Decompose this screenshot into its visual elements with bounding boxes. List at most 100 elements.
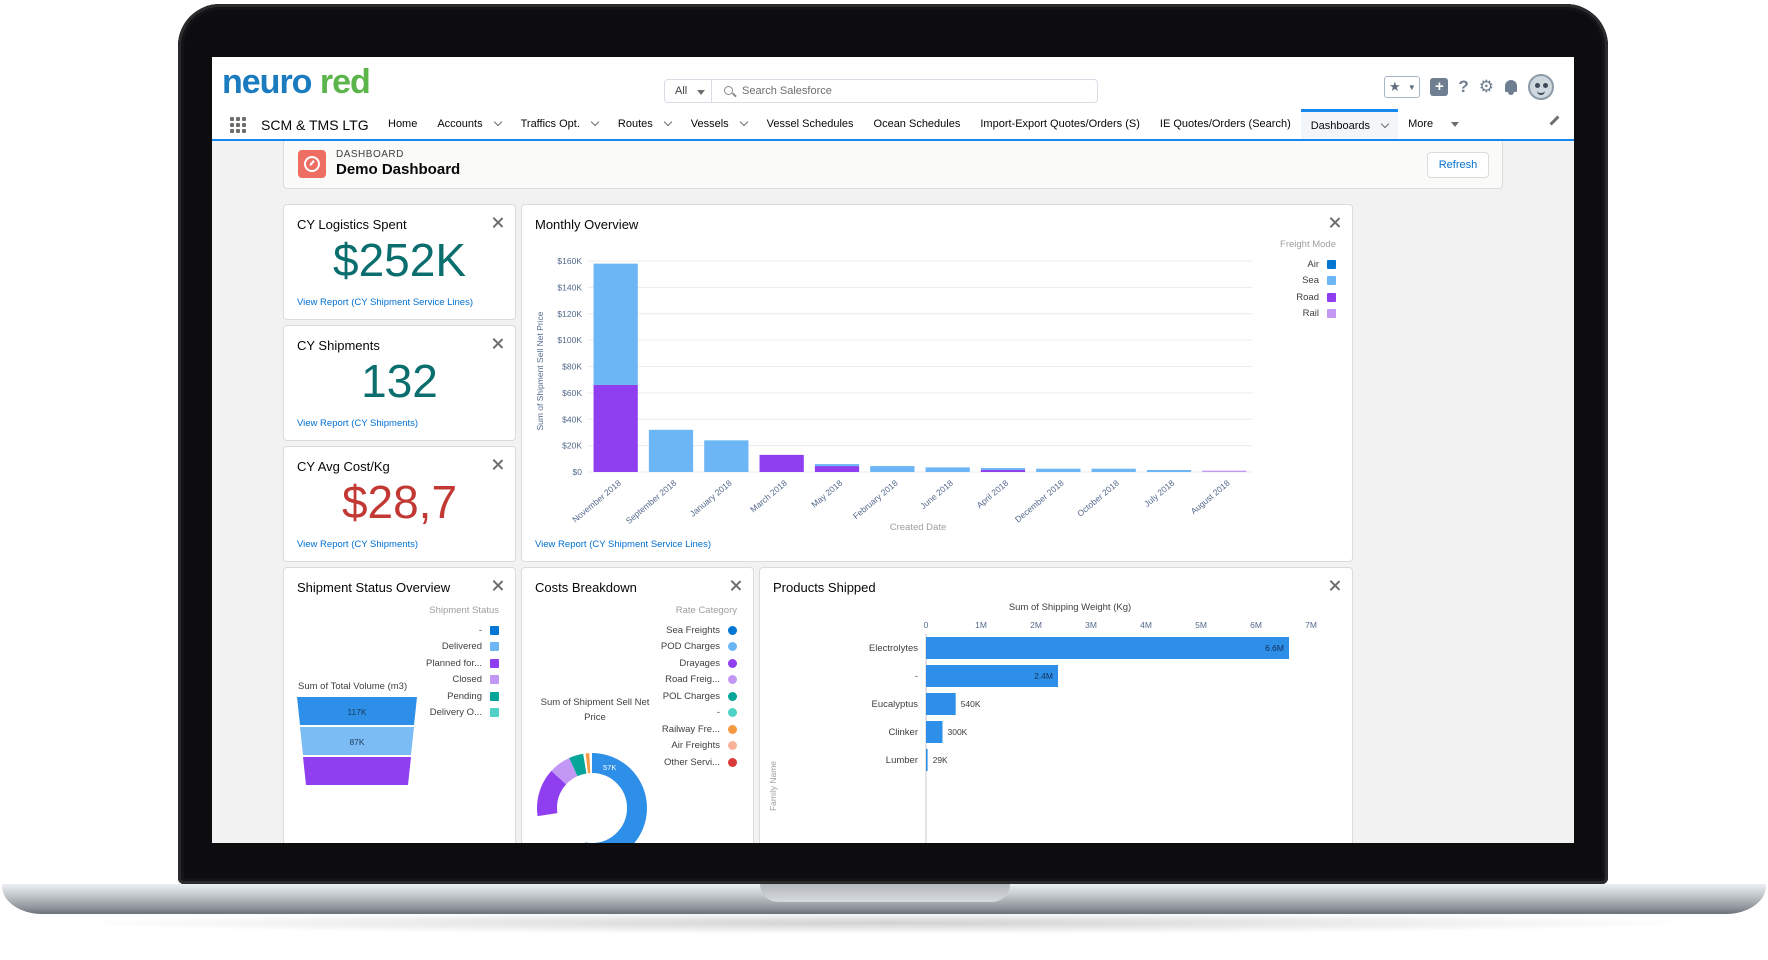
bar-sea[interactable] (870, 466, 915, 472)
search-scope-select[interactable]: All (664, 79, 712, 103)
y-tick-label: $20K (562, 441, 582, 451)
nav-item-traffics-opt[interactable]: Traffics Opt. (511, 109, 608, 139)
bar-sea[interactable] (704, 440, 749, 472)
add-icon[interactable]: + (1430, 78, 1449, 96)
legend-item[interactable]: Road Freig... (597, 672, 737, 689)
x-axis-label: Sum of Shipping Weight (Kg) (1009, 602, 1131, 613)
gear-icon[interactable]: ⚙ (1478, 77, 1494, 96)
card-title: Shipment Status Overview (297, 580, 451, 595)
view-report-link[interactable]: View Report (CY Shipment Service Lines) (535, 539, 712, 550)
bar-sea[interactable] (593, 263, 638, 385)
expand-icon[interactable] (492, 338, 503, 349)
y-axis-label: Sum of Shipment Sell Net Price (535, 311, 545, 430)
bar-road[interactable] (980, 470, 1026, 472)
expand-icon[interactable] (492, 459, 503, 470)
legend-item[interactable]: Closed (359, 672, 499, 689)
x-tick-label: 3M (1085, 620, 1097, 630)
x-tick-label: April 2018 (975, 478, 1011, 510)
nav-item-home[interactable]: Home (378, 109, 427, 139)
nav-item-import-export-quotes-orders-s[interactable]: Import-Export Quotes/Orders (S) (970, 109, 1150, 139)
expand-icon[interactable] (492, 580, 503, 591)
chevron-down-icon[interactable] (739, 117, 748, 127)
product-bar[interactable] (926, 749, 928, 771)
expand-icon[interactable] (492, 217, 503, 228)
legend-item[interactable]: Delivered (359, 639, 499, 656)
bar-sea[interactable] (648, 429, 694, 472)
dashboard-title: Demo Dashboard (336, 161, 461, 178)
legend-swatch (728, 625, 737, 635)
bar-road[interactable] (814, 466, 860, 472)
nav-item-vessels[interactable]: Vessels (681, 109, 757, 139)
chevron-down-icon[interactable] (663, 117, 672, 127)
legend-swatch (728, 741, 737, 751)
legend-item[interactable]: - (597, 705, 737, 722)
view-report-link[interactable]: View Report (CY Shipments) (297, 418, 419, 429)
legend-item[interactable]: Railway Fre... (597, 721, 737, 738)
nav-item-routes[interactable]: Routes (608, 109, 681, 139)
nav-item-vessel-schedules[interactable]: Vessel Schedules (757, 109, 864, 139)
search-icon (724, 86, 733, 95)
bar-sea[interactable] (980, 468, 1026, 471)
funnel-segment (303, 757, 411, 785)
refresh-button[interactable]: Refresh (1427, 152, 1489, 178)
legend-item[interactable]: Other Servi... (597, 754, 737, 771)
legend-item[interactable]: Sea Freights (597, 622, 737, 639)
legend-item[interactable]: Air Freights (597, 738, 737, 755)
x-axis-label: Created Date (890, 522, 947, 533)
product-bar[interactable] (926, 665, 1058, 687)
nav-item-ie-quotes-orders-search[interactable]: IE Quotes/Orders (Search) (1150, 109, 1301, 139)
expand-icon[interactable] (1329, 580, 1340, 591)
view-report-link[interactable]: View Report (CY Shipment Service Lines) (297, 297, 474, 308)
nav-item-label: Traffics Opt. (520, 118, 580, 130)
bar-sea[interactable] (1091, 468, 1136, 472)
product-bar[interactable] (926, 721, 943, 743)
bell-icon[interactable] (1504, 79, 1518, 95)
bar-sea[interactable] (1036, 468, 1081, 472)
legend-item[interactable]: Pending (359, 688, 499, 705)
search-input[interactable]: Search Salesforce (712, 79, 1098, 103)
legend-item-sea[interactable]: Sea (1216, 273, 1336, 290)
caret-down-icon: ▼ (1407, 82, 1416, 92)
bar-sea[interactable] (1146, 470, 1192, 472)
legend-item[interactable]: POD Charges (597, 639, 737, 656)
legend-swatch (728, 691, 737, 701)
bar-road[interactable] (593, 384, 638, 472)
help-icon[interactable]: ? (1458, 77, 1469, 96)
legend-item[interactable]: Planned for... (359, 655, 499, 672)
chevron-down-icon[interactable] (590, 117, 600, 127)
pencil-icon[interactable] (1549, 115, 1560, 126)
legend-item-road[interactable]: Road (1216, 289, 1336, 306)
bar-sea[interactable] (814, 464, 860, 467)
bar-road[interactable] (759, 454, 804, 472)
legend-item[interactable]: - (359, 622, 499, 639)
expand-icon[interactable] (730, 580, 741, 591)
product-bar[interactable] (926, 637, 1289, 659)
view-report-link[interactable]: View Report (CY Shipments) (297, 539, 419, 550)
company-logo[interactable]: neuro red (222, 63, 371, 101)
legend-item[interactable]: POL Charges (597, 688, 737, 705)
favorites-button[interactable]: ★ ▼ (1384, 76, 1421, 98)
nav-item-accounts[interactable]: Accounts (427, 109, 510, 139)
nav-item-dashboards[interactable]: Dashboards (1300, 109, 1399, 139)
legend-item[interactable]: Delivery O... (359, 705, 499, 722)
legend-label: Sea Freights (666, 624, 720, 636)
monthly-overview-chart: $0 $20K $40K $60K $80K $100K $120K $140K $160K N… (535, 256, 1252, 533)
global-header: neuro red All Search Salesforce ★ ▼ + ? … (212, 57, 1574, 109)
legend-item[interactable]: Drayages (597, 655, 737, 672)
x-tick-label: June 2018 (918, 478, 955, 511)
nav-item-more[interactable]: More (1398, 109, 1469, 139)
app-name: SCM & TMS LTG (261, 117, 369, 133)
bar-rail[interactable] (1202, 470, 1247, 472)
product-bar[interactable] (926, 693, 956, 715)
avatar-icon[interactable] (1528, 74, 1554, 100)
x-tick-label: July 2018 (1142, 478, 1177, 509)
nav-item-ocean-schedules[interactable]: Ocean Schedules (864, 109, 971, 139)
chevron-down-icon[interactable] (1380, 119, 1390, 128)
legend-item-rail[interactable]: Rail (1216, 306, 1336, 323)
freight-mode-legend: Freight Mode Air Sea Road Rail (1216, 239, 1336, 322)
chevron-down-icon[interactable] (493, 117, 502, 127)
y-tick-label: $60K (562, 388, 582, 398)
legend-item-air[interactable]: Air (1216, 256, 1336, 273)
app-launcher-icon[interactable] (230, 117, 246, 133)
bar-sea[interactable] (925, 467, 970, 472)
